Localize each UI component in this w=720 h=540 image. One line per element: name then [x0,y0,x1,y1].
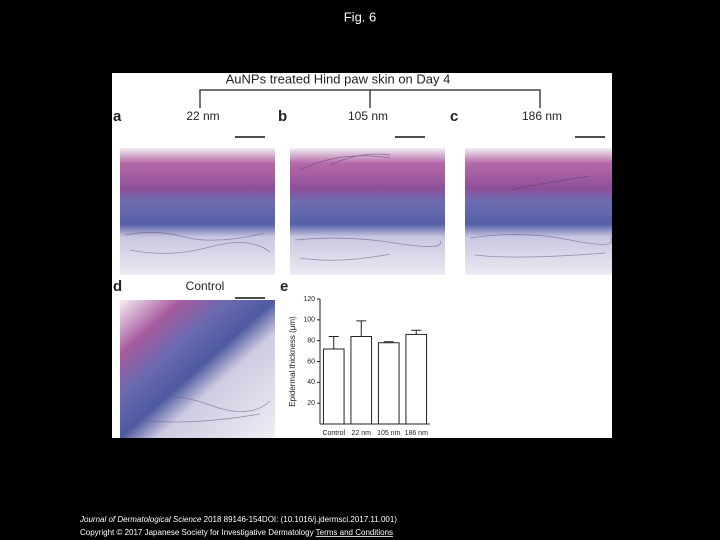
panel-label: 186 nm [522,109,562,123]
bar [322,348,345,425]
bar [377,342,400,425]
copyright: Copyright © 2017 Japanese Society for In… [80,528,314,537]
error-bar [411,329,422,335]
panel-letter: a [113,108,122,125]
terms-link[interactable]: Terms and Conditions [316,528,393,537]
figure-header: AuNPs treated Hind paw skin on Day 4 [226,71,451,86]
x-tick-label: 186 nm [405,430,429,437]
slide-title: Fig. 6 [344,9,377,24]
bar [350,336,373,425]
y-tick-label: 100 [303,317,315,324]
y-tick-label: 20 [307,400,315,407]
x-tick-label: Control [322,430,345,437]
panel-letter: d [113,278,122,295]
y-axis-label: Epidermal thickness (μm) [288,316,297,407]
panel-letter: b [278,108,287,125]
error-bar [328,336,339,349]
panel-label: Control [186,279,225,293]
journal: Journal of Dermatological Science [79,515,202,524]
y-tick-label: 60 [307,358,315,365]
x-tick-label: 105 nm [377,430,401,437]
micrograph [465,148,612,275]
panel-label: 105 nm [348,109,388,123]
micrograph [120,300,275,438]
bracket [199,89,541,108]
micrograph [120,148,275,275]
y-tick-label: 40 [307,379,315,386]
citation: 2018 89146-154DOI: (10.1016/j.jdermsci.2… [204,515,398,524]
bar [405,333,428,425]
y-tick-label: 80 [307,338,315,345]
tissue-fibers [124,153,612,423]
panel-letter: e [280,278,288,295]
micrograph [290,148,445,275]
panel-letter: c [450,108,458,125]
error-bar [356,320,367,337]
panel-label: 22 nm [186,109,219,123]
footer-line: Journal of Dermatological Science 2018 8… [79,515,397,524]
error-bar [383,341,394,343]
x-tick-label: 22 nm [352,430,372,437]
y-tick-label: 120 [303,296,315,303]
footer-line: Copyright © 2017 Japanese Society for In… [80,528,393,537]
